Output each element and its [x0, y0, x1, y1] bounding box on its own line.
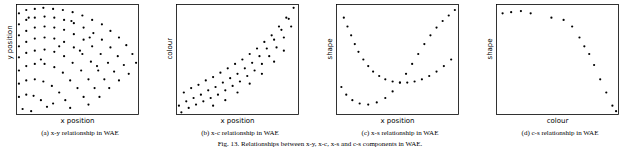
- html-text:Fig. 13. Relationships between: Fig. 13. Relationships between x-y, x-c,…: [217, 140, 423, 148]
- svg-text:shape: shape: [486, 38, 494, 59]
- html-text:(a) x-y relationship in WAE: (a) x-y relationship in WAE: [41, 129, 119, 137]
- svg-text:y position: y position: [6, 25, 14, 59]
- html-text:(c) x-s relationship in WAE: (c) x-s relationship in WAE: [361, 129, 439, 137]
- html-text:(d) c-s relationship in WAE: (d) c-s relationship in WAE: [521, 129, 599, 137]
- svg-text:colour: colour: [166, 38, 174, 60]
- svg-text:colour: colour: [547, 117, 569, 125]
- svg-text:x position: x position: [220, 117, 254, 125]
- html-text:(b) x-c relationship in WAE: (b) x-c relationship in WAE: [201, 129, 279, 137]
- svg-text:x position: x position: [60, 117, 94, 125]
- svg-text:shape: shape: [326, 38, 334, 59]
- svg-text:x position: x position: [380, 117, 414, 125]
